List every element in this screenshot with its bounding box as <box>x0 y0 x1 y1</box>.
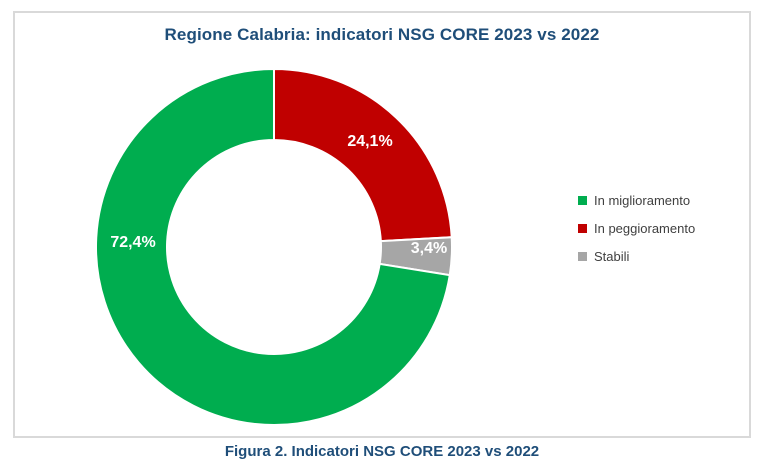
figure-caption: Figura 2. Indicatori NSG CORE 2023 vs 20… <box>224 443 540 460</box>
legend-swatch-stabili <box>578 252 587 261</box>
chart-title: Regione Calabria: indicatori NSG CORE 20… <box>164 25 600 44</box>
legend-label: In miglioramento <box>594 193 691 208</box>
chart-legend: In miglioramento In peggioramento Stabili <box>578 193 695 264</box>
legend-swatch-in-peggioramento <box>578 224 587 233</box>
legend-swatch-in-miglioramento <box>578 196 587 205</box>
chart-frame: Regione Calabria: indicatori NSG CORE 20… <box>13 11 751 438</box>
slice-in-peggioramento <box>273 67 453 243</box>
slice-in-miglioramento <box>95 67 451 426</box>
legend-item-in-peggioramento: In peggioramento <box>578 221 695 236</box>
legend-label: Stabili <box>594 249 630 264</box>
legend-label: In peggioramento <box>594 221 696 236</box>
legend-item-in-miglioramento: In miglioramento <box>578 193 695 208</box>
legend-item-stabili: Stabili <box>578 249 695 264</box>
donut-chart <box>95 67 453 426</box>
